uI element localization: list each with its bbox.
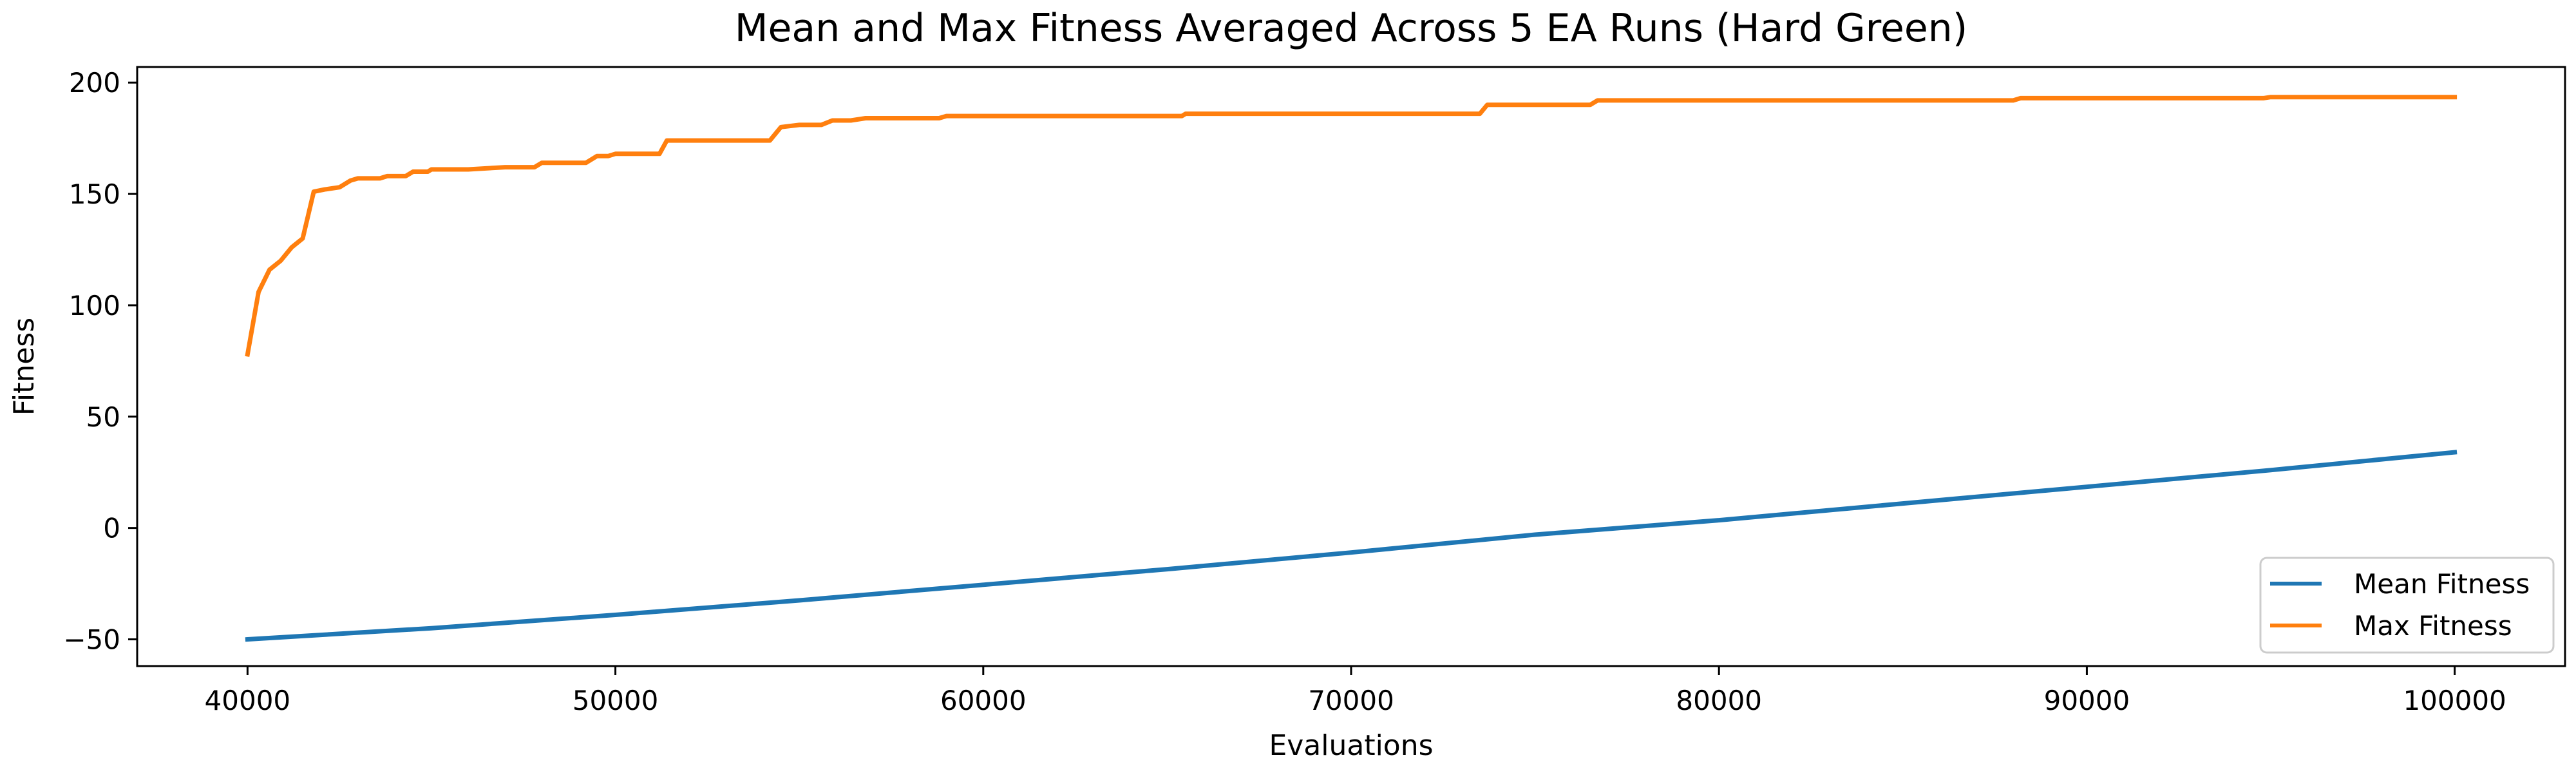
x-axis-ticks: 40000 50000 60000 70000 80000 90000 100000 xyxy=(205,666,2506,716)
series-line-max-fitness xyxy=(245,95,2458,358)
y-tick-label: 100 xyxy=(69,290,120,321)
x-axis-label: Evaluations xyxy=(1269,729,1433,762)
series-lines xyxy=(245,95,2458,642)
legend-label-mean: Mean Fitness xyxy=(2354,568,2530,600)
y-tick-label: 150 xyxy=(69,178,120,210)
y-axis-label: Fitness xyxy=(8,318,41,415)
x-tick-label: 80000 xyxy=(1676,685,1762,716)
x-tick-label: 90000 xyxy=(2044,685,2130,716)
y-tick-label: 0 xyxy=(103,513,120,544)
x-tick-label: 70000 xyxy=(1308,685,1394,716)
x-tick-label: 40000 xyxy=(205,685,291,716)
x-tick-label: 60000 xyxy=(940,685,1027,716)
y-axis-ticks: −50 0 50 100 150 200 xyxy=(63,67,137,656)
series-line-mean-fitness xyxy=(245,450,2458,642)
y-tick-label: −50 xyxy=(63,624,120,656)
x-tick-label: 100000 xyxy=(2403,685,2506,716)
legend-label-max: Max Fitness xyxy=(2354,610,2512,642)
y-tick-label: 50 xyxy=(86,401,120,433)
y-tick-label: 200 xyxy=(69,67,120,99)
legend: Mean Fitness Max Fitness xyxy=(2259,557,2555,654)
plot-frame xyxy=(136,66,2566,667)
chart-title: Mean and Max Fitness Averaged Across 5 E… xyxy=(735,6,1968,51)
x-tick-label: 50000 xyxy=(573,685,659,716)
legend-box xyxy=(2259,557,2555,654)
